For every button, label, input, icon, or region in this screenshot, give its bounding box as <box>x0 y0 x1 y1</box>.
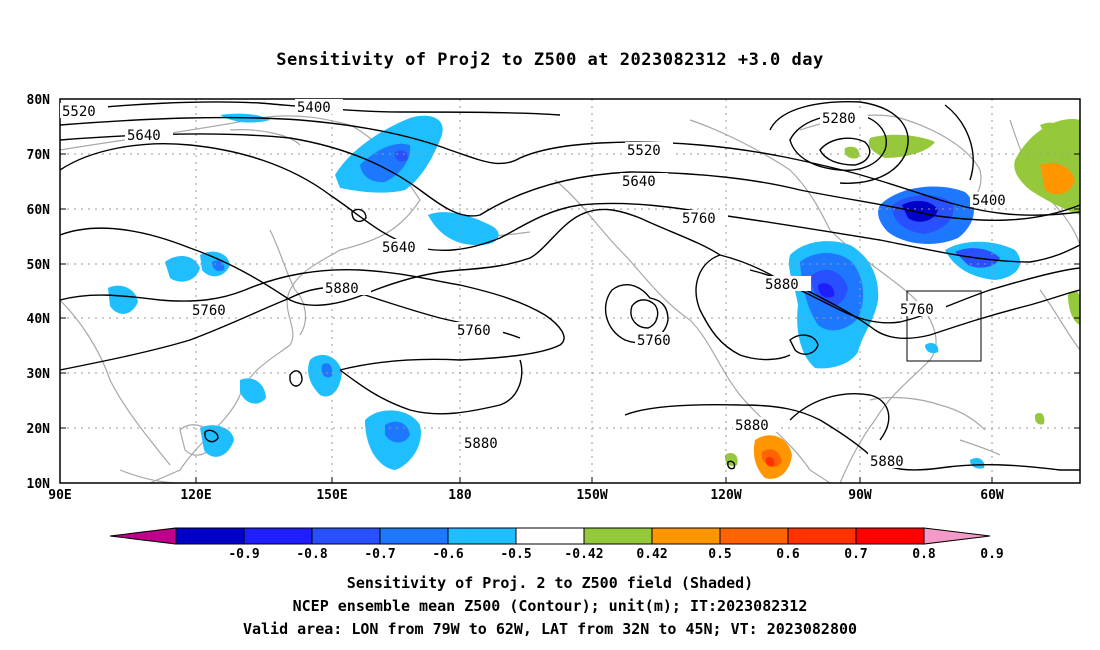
colorbar-swatch <box>583 527 653 545</box>
contour-label: 5280 <box>822 111 856 127</box>
footer-line-1: Sensitivity of Proj. 2 to Z500 field (Sh… <box>346 574 754 592</box>
lon-label: 90W <box>848 488 872 503</box>
contour-label: 5880 <box>870 454 904 470</box>
colorbar: -0.9 -0.8 -0.7 -0.6 -0.5 -0.42 0.42 0.5 0.6 0.7 0.… <box>109 527 1004 562</box>
map-border <box>59 98 1081 484</box>
colorbar-tick-label: -0.7 <box>364 547 395 562</box>
contour-label: 5880 <box>325 281 359 297</box>
lon-label: 180 <box>448 488 472 503</box>
colorbar-tick-label: 0.6 <box>776 547 800 562</box>
contour-label: 5520 <box>62 104 96 120</box>
colorbar-swatch <box>175 527 245 545</box>
lat-label: 50N <box>27 258 51 273</box>
lat-label: 60N <box>27 203 51 218</box>
colorbar-tick-label: 0.7 <box>844 547 867 562</box>
lat-label: 80N <box>27 93 51 108</box>
lat-label: 40N <box>27 312 51 327</box>
colorbar-swatch <box>447 527 517 545</box>
colorbar-swatch <box>311 527 381 545</box>
lat-label: 70N <box>27 148 51 163</box>
contour-label: 5760 <box>457 323 491 339</box>
lon-label: 150E <box>316 488 347 503</box>
colorbar-tick-label: 0.5 <box>708 547 731 562</box>
lon-label: 90E <box>48 488 71 503</box>
contour-label: 5760 <box>682 211 716 227</box>
contour-label: 5640 <box>127 128 161 144</box>
lon-label: 150W <box>576 488 607 503</box>
colorbar-swatch <box>787 527 857 545</box>
colorbar-tick-label: -0.6 <box>432 547 463 562</box>
colorbar-tick-label: 0.42 <box>636 547 667 562</box>
colorbar-upper-triangle <box>923 527 991 545</box>
lon-label: 120E <box>180 488 211 503</box>
colorbar-tick-label: -0.42 <box>564 547 603 562</box>
lon-label: 60W <box>980 488 1004 503</box>
contour-labels: 5520 5400 5640 5640 5760 5880 5760 5880 … <box>60 99 1018 470</box>
map-title: Sensitivity of Proj2 to Z500 at 20230823… <box>276 50 824 70</box>
lat-label: 10N <box>27 477 51 492</box>
colorbar-swatch <box>379 527 449 545</box>
contour-label: 5640 <box>382 240 416 256</box>
valid-area-box <box>906 290 982 362</box>
colorbar-swatch <box>243 527 313 545</box>
colorbar-lower-triangle <box>109 527 177 545</box>
colorbar-tick-label: 0.9 <box>980 547 1003 562</box>
contour-label: 5880 <box>765 277 799 293</box>
height-contours <box>60 101 1080 471</box>
footer-line-2: NCEP ensemble mean Z500 (Contour); unit(… <box>292 597 808 615</box>
latitude-labels: 80N 70N 60N 50N 40N 30N 20N 10N <box>27 93 51 492</box>
lon-label: 120W <box>710 488 741 503</box>
contour-label: 5760 <box>192 303 226 319</box>
contour-label: 5400 <box>972 193 1006 209</box>
contour-label: 5400 <box>297 100 331 116</box>
colorbar-swatch <box>651 527 721 545</box>
colorbar-swatch <box>855 527 925 545</box>
contour-label: 5520 <box>627 143 661 159</box>
contour-label: 5760 <box>900 302 934 318</box>
contour-label: 5640 <box>622 174 656 190</box>
lat-label: 30N <box>27 367 51 382</box>
colorbar-swatch <box>515 527 585 545</box>
longitude-labels: 90E 120E 150E 180 150W 120W 90W 60W <box>48 488 1004 503</box>
sensitivity-shading <box>108 113 1080 479</box>
axis-ticks <box>60 153 1080 483</box>
lat-label: 20N <box>27 422 51 437</box>
footer-line-3: Valid area: LON from 79W to 62W, LAT fro… <box>242 620 858 638</box>
colorbar-swatch <box>719 527 789 545</box>
contour-label: 5880 <box>464 436 498 452</box>
contour-label: 5760 <box>637 333 671 349</box>
colorbar-tick-label: -0.5 <box>500 547 531 562</box>
colorbar-tick-label: -0.8 <box>296 547 327 562</box>
colorbar-tick-label: 0.8 <box>912 547 936 562</box>
colorbar-tick-label: -0.9 <box>228 547 259 562</box>
contour-label: 5880 <box>735 418 769 434</box>
